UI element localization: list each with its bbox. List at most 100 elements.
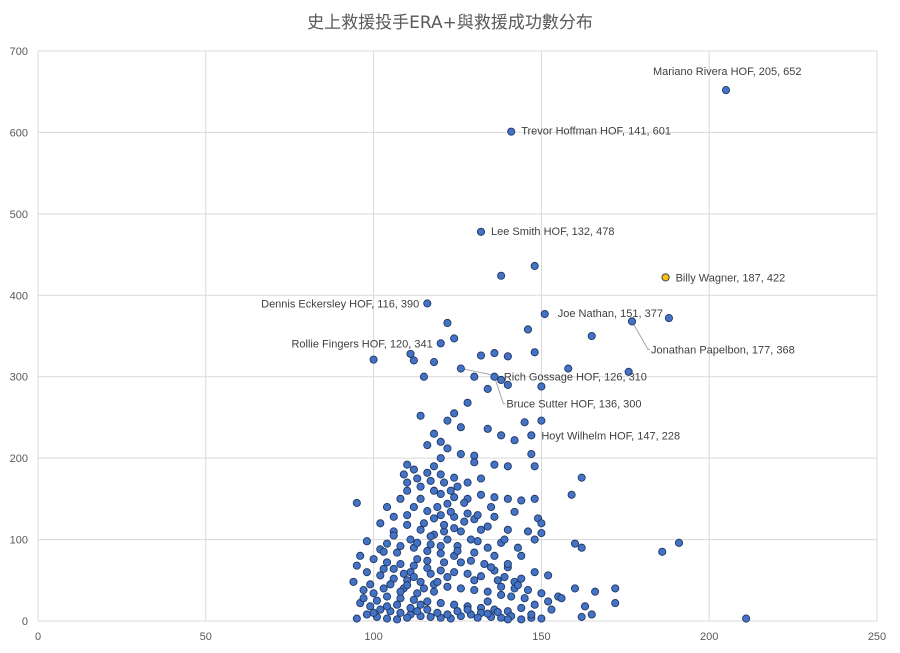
data-point xyxy=(379,584,388,593)
data-point xyxy=(389,564,398,573)
data-point xyxy=(453,482,462,491)
data-point xyxy=(389,512,398,521)
data-point xyxy=(396,559,405,569)
data-point xyxy=(426,569,435,578)
data-point xyxy=(453,546,462,556)
data-point xyxy=(497,271,506,280)
data-point xyxy=(537,416,546,425)
data-point xyxy=(349,577,358,586)
data-label: Rollie Fingers HOF, 120, 341 xyxy=(291,338,432,350)
data-point xyxy=(389,531,398,540)
data-point xyxy=(476,351,486,360)
data-point xyxy=(369,555,378,564)
data-point xyxy=(382,539,392,548)
data-point xyxy=(487,563,496,572)
data-point xyxy=(413,589,422,598)
y-tick-label: 300 xyxy=(10,372,28,384)
data-label: Dennis Eckersley HOF, 116, 390 xyxy=(261,298,419,310)
data-point xyxy=(503,615,512,624)
y-tick-label: 400 xyxy=(10,290,28,302)
data-point xyxy=(523,527,533,536)
x-tick-label: 50 xyxy=(200,631,212,643)
data-point xyxy=(423,468,432,477)
data-point xyxy=(517,603,526,613)
data-point xyxy=(527,610,536,619)
data-point xyxy=(483,384,492,393)
y-tick-label: 600 xyxy=(10,127,28,139)
data-point xyxy=(624,367,633,376)
data-point xyxy=(409,465,418,474)
data-point xyxy=(396,587,405,596)
data-point xyxy=(500,535,509,544)
data-point xyxy=(416,525,425,534)
data-point xyxy=(577,473,586,482)
data-point xyxy=(490,460,499,469)
data-point xyxy=(382,592,392,601)
data-point xyxy=(406,535,415,544)
data-point xyxy=(537,519,546,528)
data-point xyxy=(530,568,539,577)
data-point xyxy=(456,527,465,536)
data-point xyxy=(443,582,452,591)
y-tick-label: 500 xyxy=(10,209,28,221)
data-point xyxy=(493,607,502,617)
data-point xyxy=(403,520,412,529)
data-point xyxy=(382,602,392,611)
data-point xyxy=(493,576,502,585)
data-point xyxy=(413,555,422,564)
data-point xyxy=(406,603,415,613)
data-point xyxy=(399,569,408,578)
data-point xyxy=(577,543,586,552)
data-point xyxy=(426,540,435,549)
data-point xyxy=(413,474,422,483)
data-point xyxy=(429,358,439,367)
labeled-point xyxy=(507,127,516,136)
data-point xyxy=(476,490,486,499)
data-point xyxy=(436,454,445,463)
data-point xyxy=(450,409,459,418)
data-point xyxy=(403,478,412,487)
data-point xyxy=(393,600,402,609)
data-point xyxy=(470,586,479,595)
data-point xyxy=(382,558,392,567)
data-point xyxy=(419,519,428,528)
data-point xyxy=(443,416,452,425)
data-point xyxy=(433,608,442,617)
data-point xyxy=(396,542,405,551)
x-tick-label: 200 xyxy=(700,631,718,643)
data-point xyxy=(470,576,479,585)
data-point xyxy=(473,537,482,546)
data-point xyxy=(359,594,368,603)
data-point xyxy=(393,548,402,557)
data-point xyxy=(483,522,492,531)
data-point xyxy=(530,261,539,271)
data-point xyxy=(483,424,492,433)
data-point xyxy=(409,561,418,570)
data-point xyxy=(393,615,402,624)
data-point xyxy=(436,599,445,608)
y-tick-label: 0 xyxy=(22,616,28,628)
data-point xyxy=(372,596,382,605)
data-point xyxy=(537,589,546,598)
x-tick-label: 150 xyxy=(532,631,550,643)
data-point xyxy=(567,490,576,499)
data-point xyxy=(503,525,512,534)
data-point xyxy=(403,511,412,520)
data-point xyxy=(517,615,526,624)
data-point xyxy=(369,608,378,617)
data-point xyxy=(510,436,519,445)
data-point xyxy=(520,418,529,427)
data-point xyxy=(463,605,472,614)
data-point xyxy=(440,520,449,529)
labeled-point xyxy=(476,227,486,236)
data-point xyxy=(429,587,439,596)
data-point xyxy=(587,610,596,619)
data-point xyxy=(450,568,459,577)
data-point xyxy=(497,375,506,385)
data-point xyxy=(591,587,600,596)
data-point xyxy=(429,429,439,438)
labeled-point xyxy=(456,364,465,373)
labeled-point xyxy=(721,86,731,95)
